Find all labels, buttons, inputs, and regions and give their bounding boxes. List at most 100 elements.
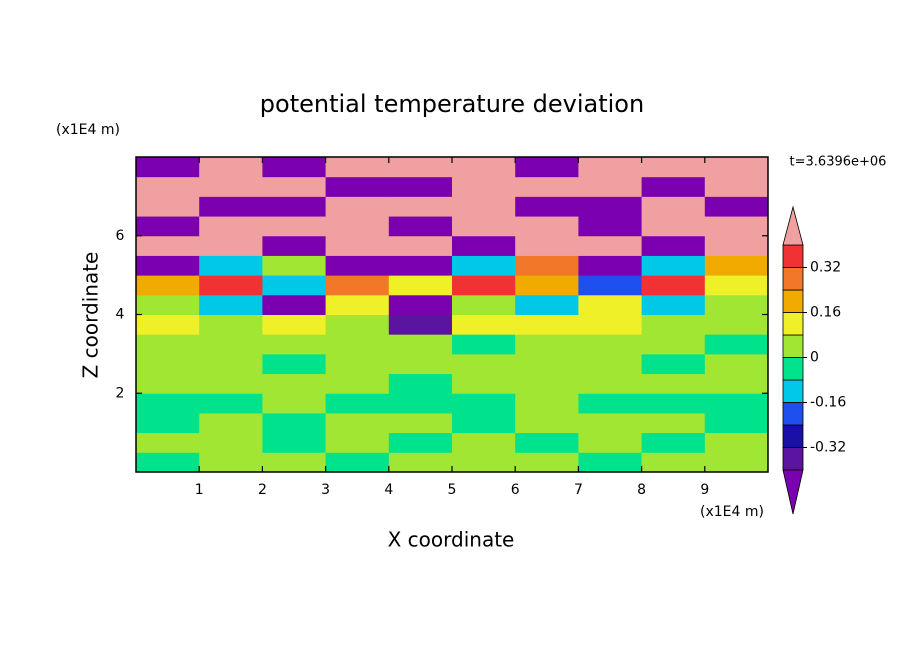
colorbar-box: [782, 267, 804, 291]
contour-cell: [262, 255, 327, 276]
contour-cell: [704, 393, 769, 414]
contour-cell: [578, 373, 643, 394]
contour-cell: [704, 412, 769, 434]
contour-cell: [199, 294, 263, 315]
contour-cell: [325, 314, 390, 335]
contour-cell: [262, 314, 327, 335]
contour-cell: [704, 353, 769, 375]
contour-cell: [136, 235, 200, 256]
contour-cell: [578, 196, 643, 217]
contour-cell: [262, 373, 327, 394]
contour-cell: [262, 196, 327, 217]
contour-cell: [515, 334, 579, 355]
contour-cell: [515, 393, 579, 414]
contour-cell: [452, 235, 516, 256]
contour-cell: [136, 334, 200, 355]
contour-cell: [199, 275, 263, 296]
contour-cell: [199, 216, 263, 237]
contour-cell: [641, 452, 706, 473]
contour-cell: [262, 216, 327, 237]
x-tick-label: 2: [258, 482, 267, 498]
contour-cell: [199, 432, 263, 453]
contour-cell: [704, 235, 769, 256]
contour-cell: [136, 255, 200, 276]
contour-cell: [136, 393, 200, 414]
contour-cell: [199, 412, 263, 434]
contour-cell: [641, 157, 706, 178]
contour-cell: [325, 432, 390, 453]
contour-cell: [262, 157, 327, 178]
y-tick-label: 6: [116, 228, 125, 244]
contour-cell: [136, 216, 200, 237]
x-unit-label: (x1E4 m): [700, 504, 764, 520]
colorbar-box: [782, 447, 804, 471]
contour-cell: [262, 294, 327, 315]
contour-cell: [578, 314, 643, 335]
contour-cell: [515, 452, 579, 473]
contour-cell: [199, 176, 263, 197]
contour-cell: [136, 314, 200, 335]
contour-cell: [452, 216, 516, 237]
chart-title: potential temperature deviation: [260, 90, 644, 118]
contour-cell: [136, 196, 200, 217]
contour-cell: [515, 157, 579, 178]
contour-cell: [452, 255, 516, 276]
contour-cell: [452, 412, 516, 434]
contour-cell: [136, 373, 200, 394]
colorbar-box: [782, 379, 804, 403]
y-tick-label: 2: [116, 385, 125, 401]
contour-cell: [325, 452, 390, 473]
contour-cell: [515, 255, 579, 276]
contour-cell: [452, 157, 516, 178]
contour-cell: [136, 157, 200, 178]
contour-cell: [199, 235, 263, 256]
contour-cell: [325, 216, 390, 237]
colorbar-box: [782, 357, 804, 381]
contour-cell: [262, 393, 327, 414]
contour-cell: [325, 196, 390, 217]
x-axis-label: X coordinate: [388, 528, 515, 552]
x-tick-label: 8: [637, 482, 646, 498]
contour-cell: [199, 196, 263, 217]
contour-cell: [578, 432, 643, 453]
contour-cell: [388, 432, 453, 453]
contour-cell: [452, 432, 516, 453]
contour-cell: [388, 176, 453, 197]
contour-cell: [262, 353, 327, 375]
contour-cell: [452, 452, 516, 473]
contour-cell: [641, 412, 706, 434]
contour-cell: [325, 275, 390, 296]
contour-cell: [515, 294, 579, 315]
y-axis-label: Z coordinate: [79, 252, 103, 379]
contour-cell: [452, 275, 516, 296]
contour-cell: [515, 176, 579, 197]
contour-cell: [199, 334, 263, 355]
contour-cell: [578, 393, 643, 414]
colorbar-box: [782, 289, 804, 313]
contour-cell: [515, 412, 579, 434]
colorbar-tick-label: -0.16: [810, 395, 846, 411]
contour-cell: [388, 393, 453, 414]
contour-cell: [578, 235, 643, 256]
contour-cell: [136, 275, 200, 296]
contour-cell: [641, 432, 706, 453]
x-tick-label: 3: [321, 482, 330, 498]
contour-cell: [641, 373, 706, 394]
contour-cell: [199, 452, 263, 473]
contour-cell: [325, 157, 390, 178]
contour-cell: [325, 373, 390, 394]
contour-cell: [704, 196, 769, 217]
contour-cell: [515, 353, 579, 375]
contour-cell: [515, 216, 579, 237]
contour-cell: [578, 353, 643, 375]
contour-cell: [136, 412, 200, 434]
contour-cell: [641, 353, 706, 375]
contour-cell: [578, 176, 643, 197]
contour-cell: [325, 353, 390, 375]
contour-cell: [199, 393, 263, 414]
contour-cell: [199, 353, 263, 375]
contour-cell: [262, 412, 327, 434]
contour-cell: [199, 314, 263, 335]
